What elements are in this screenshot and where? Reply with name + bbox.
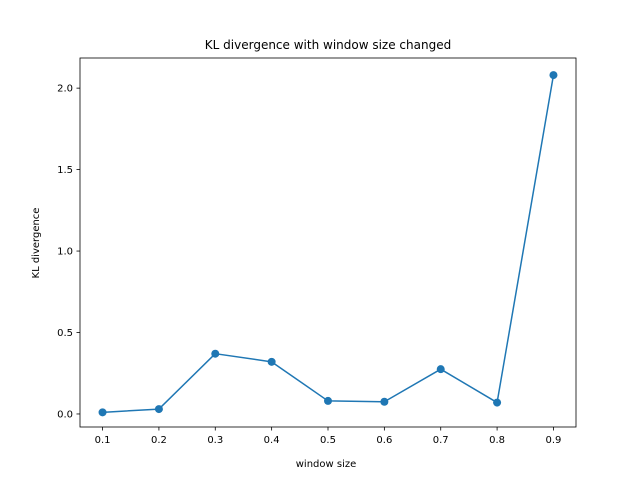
y-axis-label: KL divergence	[31, 208, 42, 279]
x-tick-label: 0.6	[376, 435, 392, 446]
chart-title: KL divergence with window size changed	[205, 38, 451, 52]
data-point	[380, 397, 389, 406]
x-tick-label: 0.1	[95, 435, 111, 446]
x-tick-label: 0.4	[264, 435, 280, 446]
data-point	[211, 349, 220, 358]
x-tick-label: 0.7	[433, 435, 449, 446]
x-axis: 0.1 0.2 0.3 0.4 0.5 0.6 0.7 0.8 0.9	[95, 427, 562, 446]
data-point	[549, 71, 558, 80]
data-point	[154, 405, 163, 414]
x-axis-label: window size	[296, 459, 357, 470]
x-tick-label: 0.8	[489, 435, 505, 446]
data-point	[493, 398, 502, 407]
axes-frame	[79, 57, 577, 428]
y-tick-label: 0.5	[57, 328, 73, 339]
series-line	[102, 74, 555, 414]
x-tick-label: 0.5	[320, 435, 336, 446]
x-tick-label: 0.9	[546, 435, 562, 446]
y-axis: 0.0 0.5 1.0 1.5 2.0	[57, 84, 80, 420]
y-tick-label: 2.0	[57, 84, 73, 95]
x-tick-label: 0.2	[151, 435, 167, 446]
y-tick-label: 0.0	[57, 409, 73, 420]
y-tick-label: 1.5	[57, 165, 73, 176]
data-point	[98, 408, 107, 417]
plot-area	[98, 71, 558, 417]
data-point	[324, 396, 332, 405]
x-tick-label: 0.3	[207, 435, 223, 446]
y-tick-label: 1.0	[57, 247, 73, 258]
data-point	[436, 365, 445, 374]
data-point	[267, 357, 276, 366]
